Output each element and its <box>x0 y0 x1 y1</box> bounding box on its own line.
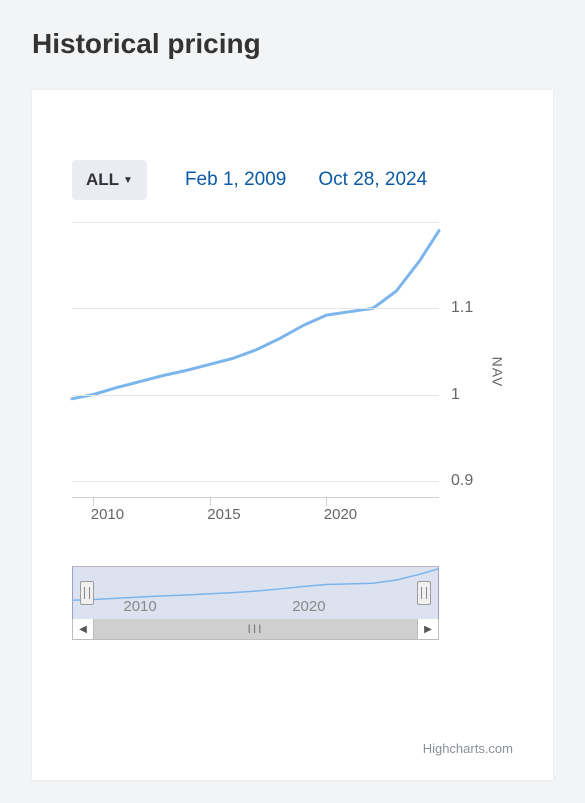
x-tick <box>326 498 327 506</box>
y-tick-label: 1.1 <box>451 299 473 317</box>
gridline <box>72 481 439 482</box>
x-tick-label: 2020 <box>324 506 357 523</box>
y-axis-title: NAV <box>490 357 506 388</box>
nav-xlabel-1: 2010 <box>123 598 156 615</box>
navigator-track[interactable]: 2010 2020 <box>72 566 439 619</box>
end-date[interactable]: Oct 28, 2024 <box>318 169 427 191</box>
y-tick-label: 1 <box>451 386 460 404</box>
start-date[interactable]: Feb 1, 2009 <box>185 169 286 191</box>
credit-link[interactable]: Highcharts.com <box>423 741 513 756</box>
gridline <box>72 395 439 396</box>
plot-area[interactable]: 0.911.1 <box>72 222 439 498</box>
controls-row: ALL ▼ Feb 1, 2009 Oct 28, 2024 <box>72 160 513 200</box>
line-series <box>72 222 439 498</box>
nav-xlabel-2: 2020 <box>292 598 325 615</box>
gridline <box>72 308 439 309</box>
x-tick-label: 2015 <box>207 506 240 523</box>
chevron-down-icon: ▼ <box>123 175 133 186</box>
range-selector-label: ALL <box>86 170 119 190</box>
page-root: Historical pricing ALL ▼ Feb 1, 2009 Oct… <box>0 0 585 803</box>
grip-icon: III <box>247 622 263 636</box>
x-tick <box>93 498 94 506</box>
y-tick-label: 0.9 <box>451 472 473 490</box>
main-chart: 0.911.1 NAV 201020152020 <box>72 222 513 522</box>
scroll-right-button[interactable]: ▶ <box>417 619 438 639</box>
navigator-handle-left[interactable] <box>80 581 94 605</box>
triangle-right-icon: ▶ <box>424 624 432 635</box>
triangle-left-icon: ◀ <box>79 624 87 635</box>
page-title: Historical pricing <box>32 28 553 60</box>
chart-navigator: 2010 2020 ◀ III ▶ <box>72 566 439 640</box>
range-selector-button[interactable]: ALL ▼ <box>72 160 147 200</box>
x-tick <box>210 498 211 506</box>
x-tick-label: 2010 <box>91 506 124 523</box>
scrollbar-thumb[interactable]: III <box>94 619 417 639</box>
navigator-handle-right[interactable] <box>417 581 431 605</box>
navigator-scrollbar: ◀ III ▶ <box>72 618 439 640</box>
x-axis: 2010 2015 2020 <box>72 497 439 522</box>
gridline-top <box>72 222 439 223</box>
chart-card: ALL ▼ Feb 1, 2009 Oct 28, 2024 0.911.1 N… <box>32 90 553 780</box>
scroll-left-button[interactable]: ◀ <box>73 619 94 639</box>
